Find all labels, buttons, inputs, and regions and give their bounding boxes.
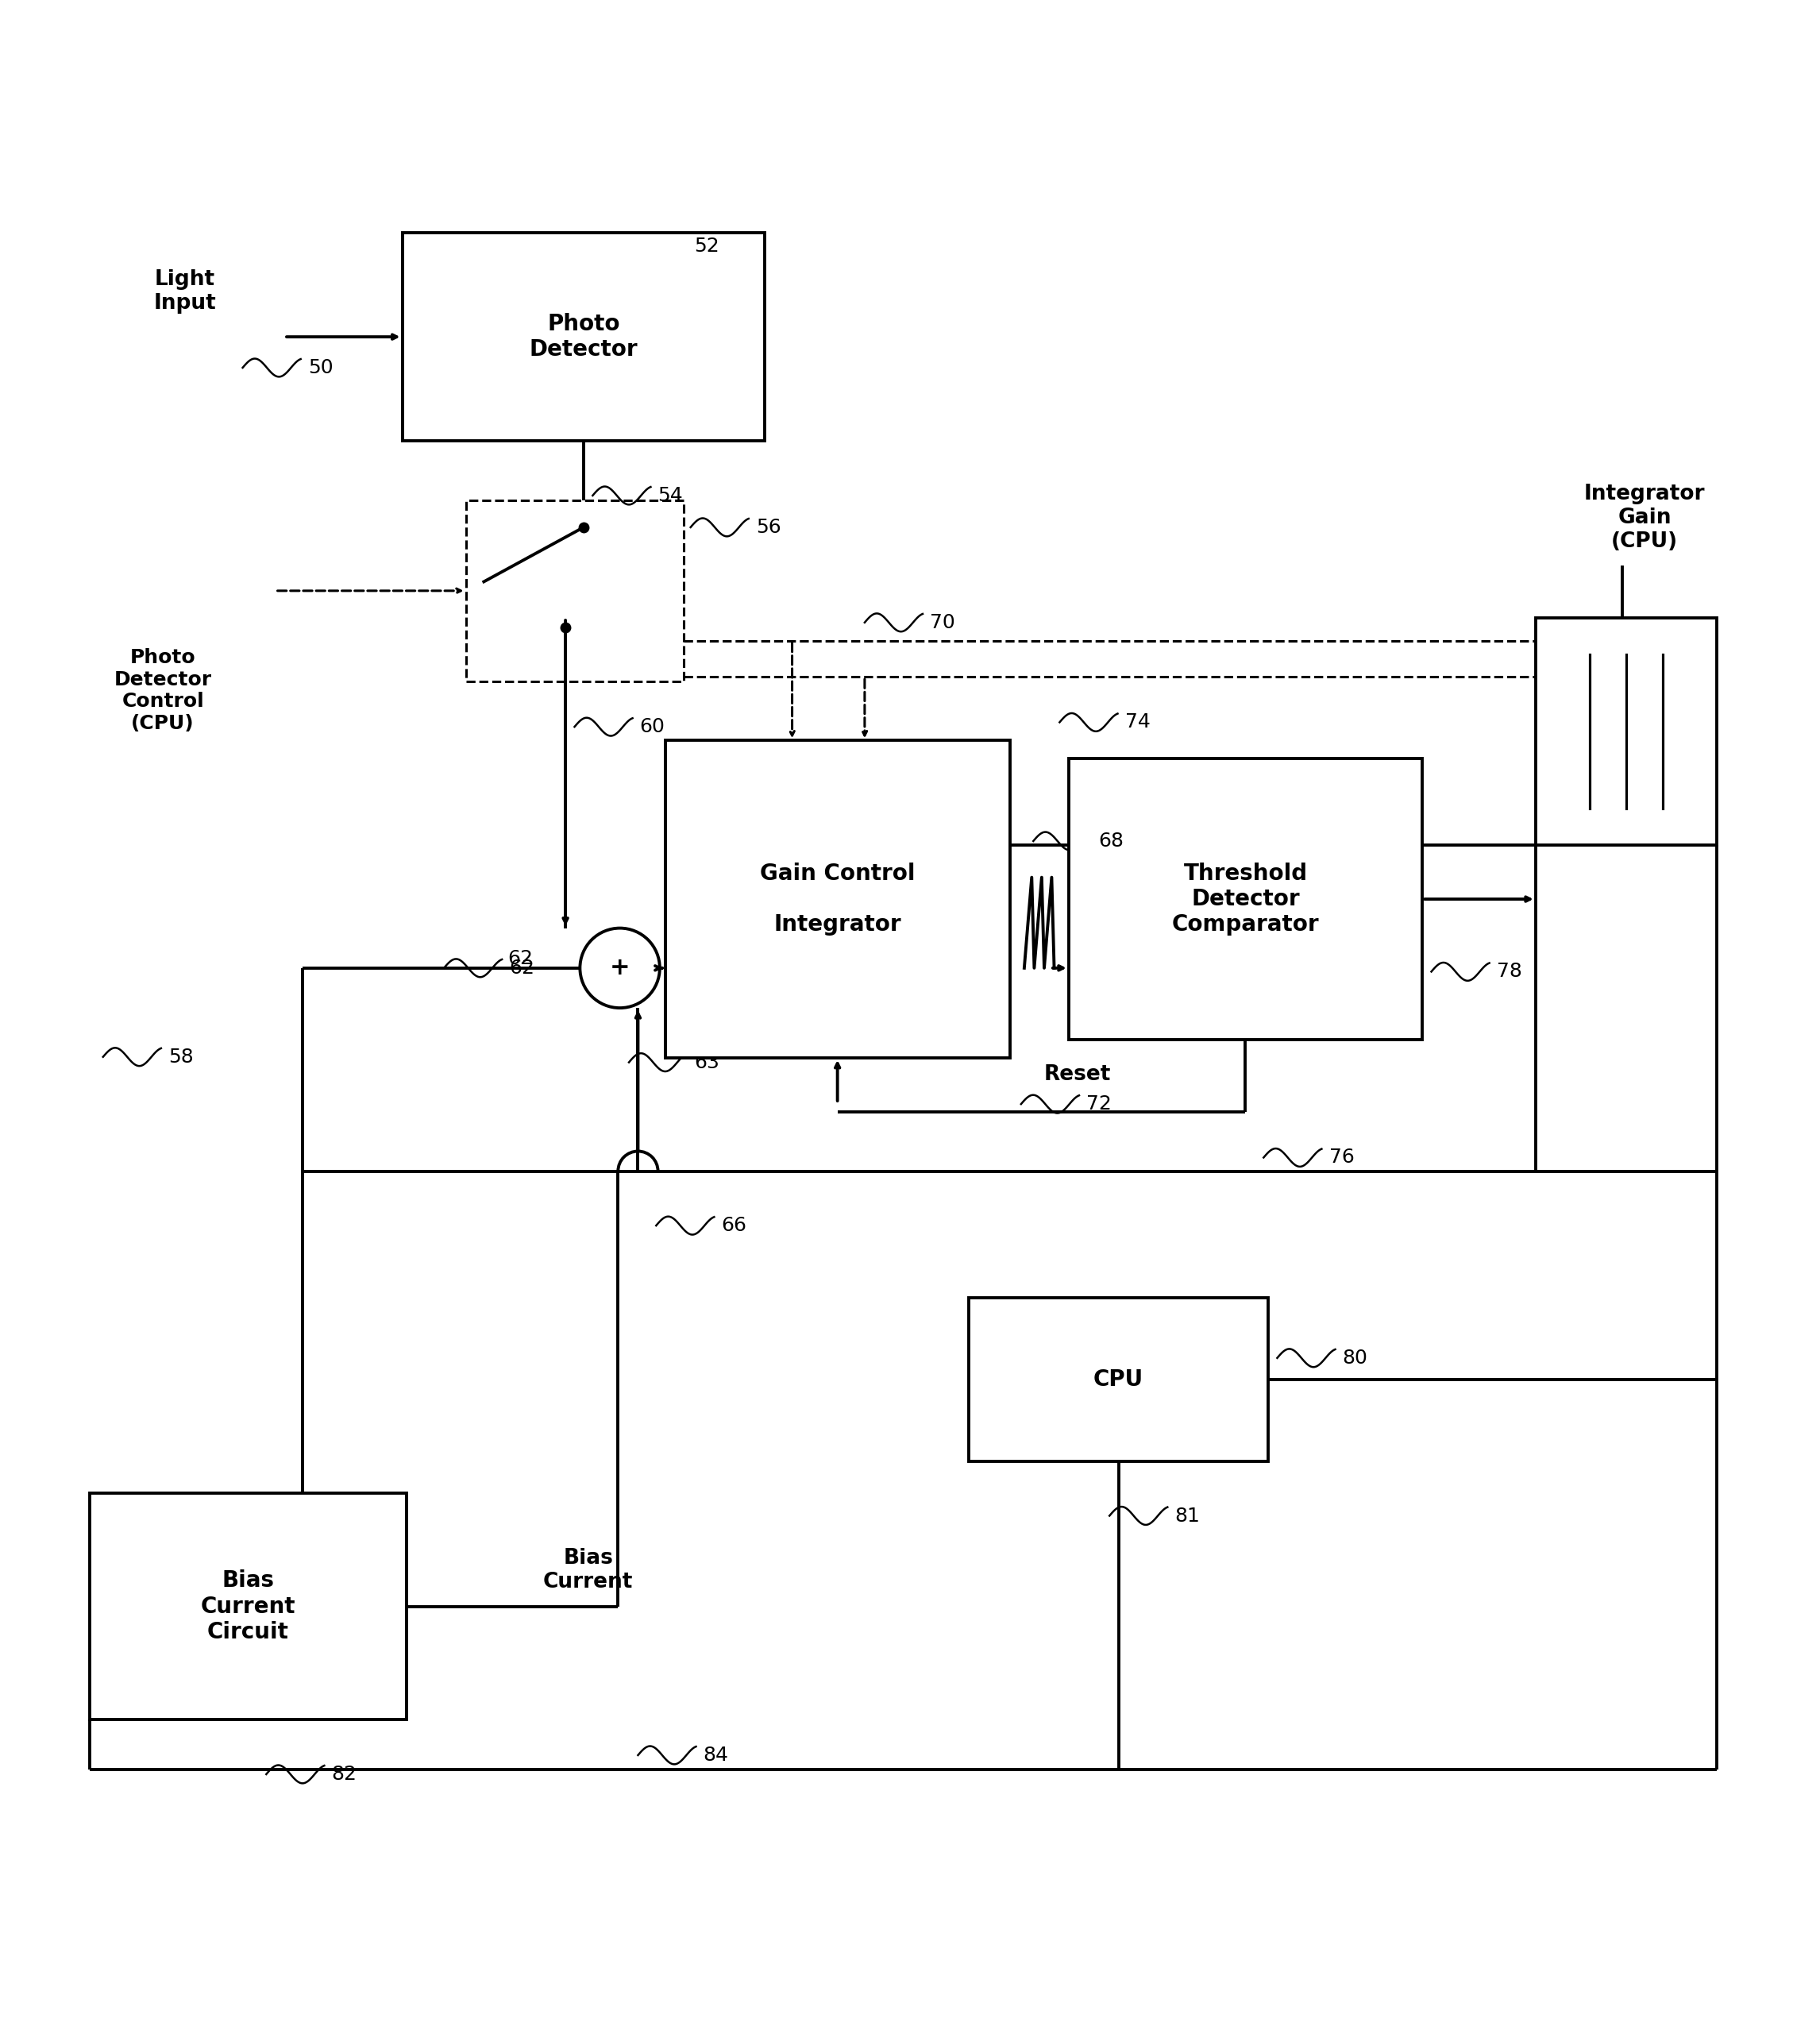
Text: Reset: Reset <box>1045 1064 1112 1084</box>
Text: 58: 58 <box>167 1048 193 1066</box>
Bar <box>664 740 1010 1058</box>
Text: 81: 81 <box>1174 1507 1199 1526</box>
Text: 54: 54 <box>659 486 682 504</box>
Bar <box>1536 618 1716 844</box>
Bar <box>1068 759 1421 1039</box>
Text: 50: 50 <box>308 358 333 376</box>
Text: 82: 82 <box>331 1766 357 1784</box>
Text: 76: 76 <box>1329 1147 1354 1168</box>
Bar <box>89 1493 408 1721</box>
Text: 56: 56 <box>755 519 781 537</box>
Text: 62: 62 <box>508 950 533 968</box>
Text: 84: 84 <box>703 1745 728 1766</box>
Text: 70: 70 <box>930 612 955 633</box>
Text: CPU: CPU <box>1094 1369 1143 1391</box>
Text: +: + <box>610 956 630 980</box>
Text: Bias
Current: Bias Current <box>542 1548 633 1593</box>
Bar <box>466 500 682 681</box>
Text: Integrator
Gain
(CPU): Integrator Gain (CPU) <box>1583 484 1705 553</box>
Text: Photo
Detector
Control
(CPU): Photo Detector Control (CPU) <box>115 649 211 732</box>
Text: 74: 74 <box>1125 712 1150 732</box>
Bar <box>402 232 764 441</box>
Text: 78: 78 <box>1496 962 1522 980</box>
Text: Threshold
Detector
Comparator: Threshold Detector Comparator <box>1172 862 1319 936</box>
Text: Bias
Current
Circuit: Bias Current Circuit <box>200 1570 295 1643</box>
Text: 60: 60 <box>641 718 664 736</box>
Text: 62: 62 <box>510 958 535 978</box>
Text: 66: 66 <box>721 1216 746 1235</box>
Text: Photo
Detector: Photo Detector <box>530 313 637 360</box>
Text: 52: 52 <box>693 236 719 256</box>
Text: 72: 72 <box>1087 1094 1112 1113</box>
Bar <box>968 1298 1269 1460</box>
Text: Gain Control

Integrator: Gain Control Integrator <box>759 862 915 936</box>
Text: Light
Input: Light Input <box>153 268 217 313</box>
Text: 63: 63 <box>693 1054 719 1072</box>
Text: 80: 80 <box>1343 1349 1369 1367</box>
Text: 68: 68 <box>1099 832 1125 850</box>
